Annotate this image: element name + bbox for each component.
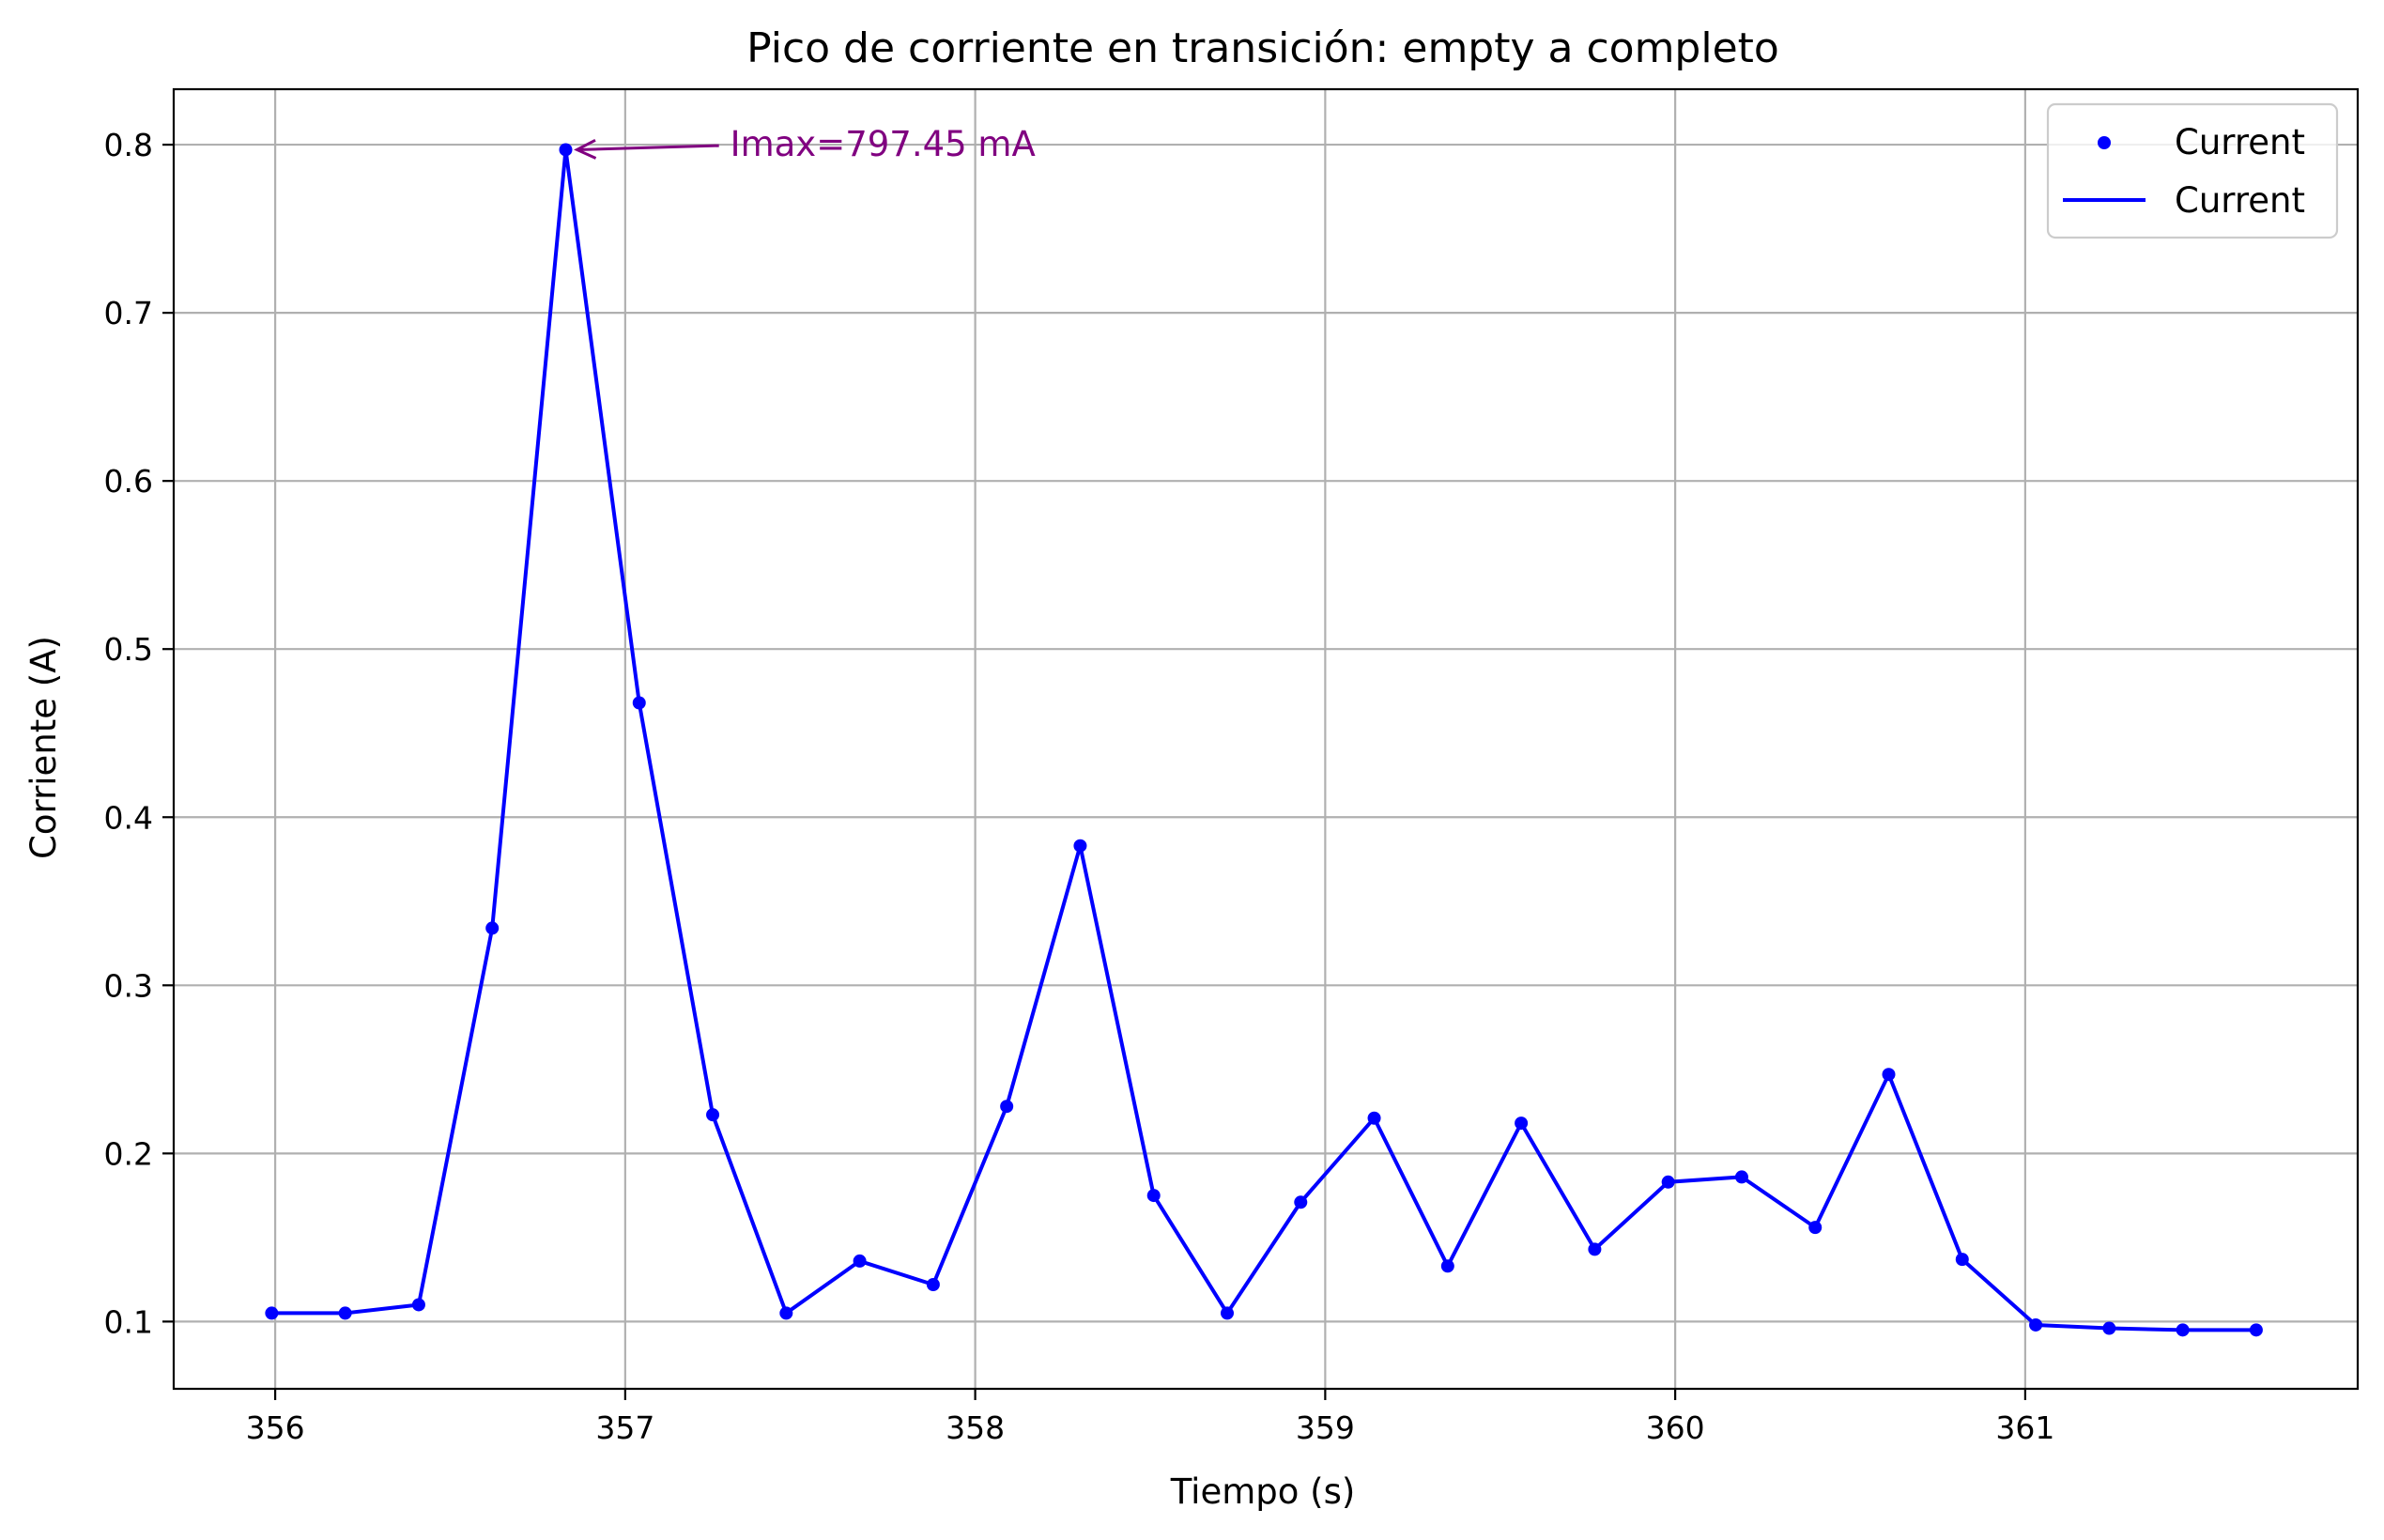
data-point [926,1277,940,1291]
y-tick-label: 0.1 [104,1303,153,1340]
x-tick-label: 361 [1995,1409,2054,1446]
data-point [1661,1175,1675,1189]
data-point [1073,839,1087,853]
y-tick-label: 0.8 [104,127,153,163]
data-point [1588,1242,1602,1256]
data-point [1440,1259,1454,1273]
x-tick-label: 360 [1646,1409,1705,1446]
legend-label-markers: Current [2175,122,2305,162]
data-point [559,143,573,157]
data-point [779,1306,793,1320]
y-tick-label: 0.7 [104,295,153,331]
data-point [2029,1317,2043,1332]
data-point [1000,1100,1014,1114]
data-point [1294,1195,1308,1209]
legend-frame [2046,102,2339,239]
x-tick-label: 356 [246,1409,305,1446]
data-point [2249,1323,2263,1337]
legend-label-line: Current [2175,180,2305,221]
data-point [1734,1170,1748,1184]
legend: Current Current [2046,102,2339,239]
data-point [1882,1068,1896,1082]
grid [174,89,2358,1389]
data-point [411,1298,425,1312]
y-tick-label: 0.4 [104,799,153,836]
data-point [1808,1221,1823,1235]
data-point [2102,1321,2116,1335]
legend-marker-symbol [2098,136,2111,149]
data-point [2176,1323,2190,1337]
y-tick-label: 0.2 [104,1135,153,1172]
annotation-arrow [577,144,719,151]
y-axis-label: Corriente (A) [23,636,64,859]
data-point [632,696,646,710]
x-tick-label: 357 [595,1409,654,1446]
y-tick-label: 0.3 [104,967,153,1004]
data-point [265,1306,279,1320]
data-point [485,921,500,935]
data-point [1146,1189,1161,1203]
data-point [1367,1111,1381,1125]
series [265,143,2263,1337]
y-tick-label: 0.5 [104,631,153,668]
data-point [338,1306,352,1320]
chart-title: Pico de corriente en transición: empty a… [746,24,1779,72]
annotation-label: Imax=797.45 mA [731,124,1036,164]
peak-annotation: Imax=797.45 mA [574,124,1036,164]
series-line-current [271,147,2256,1332]
x-tick-label: 358 [946,1409,1005,1446]
data-point [1515,1116,1529,1131]
data-point [706,1108,720,1122]
x-axis-label: Tiempo (s) [1170,1471,1356,1512]
data-point [1220,1306,1234,1320]
x-tick-label: 359 [1296,1409,1355,1446]
y-tick-label: 0.6 [104,463,153,500]
data-point [1955,1253,1969,1267]
plot-area-frame [172,87,2360,1391]
axis-ticks: 356 357 358 359 360 361 0.1 0.2 0.3 0.4 0.5 0.6 0.7 0… [104,127,2055,1446]
data-point [853,1254,867,1268]
annotation-arrowhead [574,138,597,160]
